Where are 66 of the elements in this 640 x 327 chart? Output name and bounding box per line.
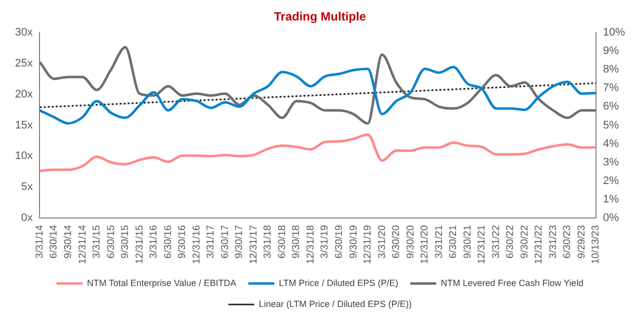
x-tick-label: 9/30/22: [519, 224, 530, 258]
line-series: [38, 66, 598, 125]
y2-tick-label: 9%: [602, 45, 620, 57]
y2-tick-label: 10%: [602, 26, 626, 38]
x-tick-label: 12/31/21: [476, 224, 488, 264]
x-tick-label: 12/31/16: [191, 224, 202, 264]
legend-label: Linear (LTM Price / Diluted EPS (P/E)): [258, 298, 412, 309]
x-tick-label: 9/30/18: [291, 224, 302, 258]
y-tick-label: 30x: [14, 26, 34, 38]
x-tick-label: 9/30/16: [177, 224, 188, 258]
y-tick-label: 25x: [14, 57, 34, 70]
y2-tick-label: 3%: [602, 156, 620, 168]
chart-title: Trading Multiple: [274, 10, 366, 24]
x-tick-label: 9/30/20: [405, 224, 416, 258]
legend-label: NTM Levered Free Cash Flow Yield: [440, 278, 584, 288]
x-tick-label: 12/31/20: [420, 224, 431, 264]
x-tick-label: 6/30/14: [48, 224, 60, 258]
x-tick-label: 3/31/22: [490, 224, 502, 258]
x-tick-label: 9/29/23: [576, 224, 588, 258]
x-tick-label: 3/31/17: [206, 224, 217, 258]
x-tick-label: 6/30/20: [391, 224, 402, 258]
x-tick-label: 9/30/17: [234, 224, 246, 258]
legend-label: LTM Price / Diluted EPS (P/E): [278, 278, 398, 288]
x-tick-label: 12/31/19: [362, 224, 374, 264]
y2-tick-label: 5%: [602, 119, 620, 132]
x-tick-label: 10/13/23: [590, 224, 602, 264]
x-tick-label: 3/31/18: [262, 224, 274, 258]
y2-tick-label: 1%: [602, 194, 620, 206]
x-tick-label: 6/30/23: [562, 224, 574, 258]
x-tick-label: 6/30/21: [448, 224, 460, 258]
line-series: [38, 46, 598, 125]
x-tick-label: 3/31/20: [376, 224, 388, 258]
x-tick-label: 6/30/18: [276, 224, 288, 258]
y-tick-label: 0x: [21, 212, 34, 224]
y2-tick-label: 7%: [602, 82, 620, 94]
x-tick-label: 3/31/21: [434, 224, 445, 258]
x-tick-label: 6/30/19: [334, 224, 346, 258]
y-tick-label: 15x: [14, 119, 34, 132]
y2-tick-label: 6%: [602, 100, 620, 113]
x-tick-label: 12/31/14: [77, 224, 88, 264]
y2-tick-label: 2%: [602, 174, 620, 187]
x-tick-label: 3/31/23: [548, 224, 559, 258]
y2-tick-label: 0%: [602, 212, 620, 224]
y-tick-label: 5x: [21, 181, 34, 194]
x-tick-label: 12/31/15: [134, 224, 146, 264]
x-tick-label: 6/30/16: [162, 224, 174, 258]
x-tick-label: 12/31/22: [534, 224, 545, 264]
y2-tick-label: 8%: [602, 64, 620, 76]
x-tick-label: 3/31/15: [92, 224, 103, 258]
y2-tick-label: 4%: [602, 138, 620, 150]
x-tick-label: 9/30/14: [63, 224, 74, 258]
x-tick-label: 3/31/19: [320, 224, 331, 258]
legend-label: NTM Total Enterprise Value / EBITDA: [87, 278, 236, 288]
x-tick-label: 9/30/19: [348, 224, 360, 258]
x-tick-label: 9/30/21: [462, 224, 474, 258]
x-tick-label: 3/31/14: [34, 224, 46, 258]
x-tick-label: 12/31/17: [248, 224, 260, 264]
x-tick-label: 9/30/15: [120, 224, 132, 258]
y-tick-label: 10x: [14, 150, 34, 162]
line-series: [38, 133, 598, 172]
x-tick-label: 3/31/16: [148, 224, 160, 258]
x-tick-label: 12/31/18: [305, 224, 316, 264]
y-tick-label: 20x: [14, 88, 34, 100]
x-tick-label: 6/30/17: [220, 224, 231, 258]
x-tick-label: 6/30/22: [505, 224, 516, 258]
x-tick-label: 6/30/15: [106, 224, 117, 258]
